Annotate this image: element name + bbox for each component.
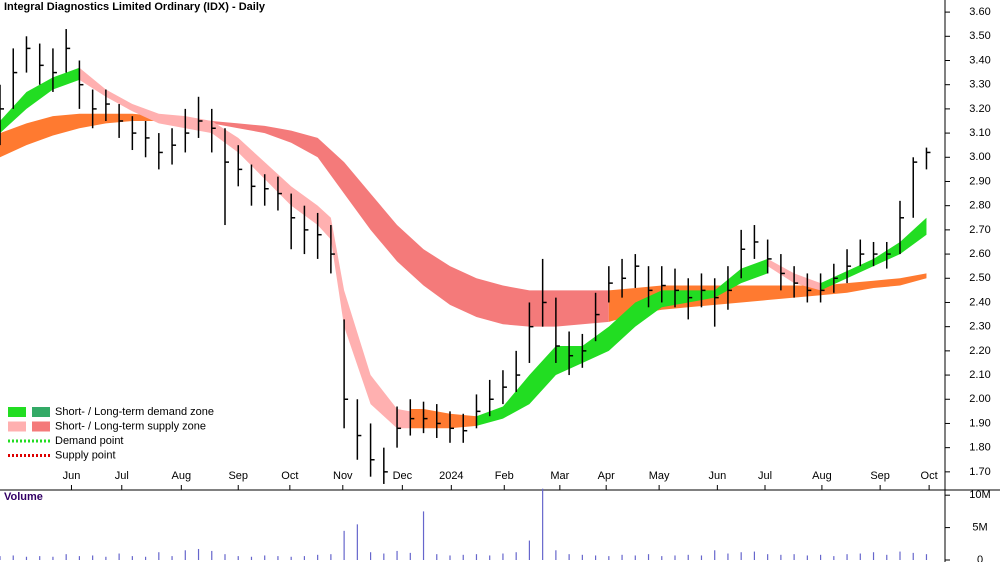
y-tick-label: 3.60	[969, 6, 990, 18]
zone	[476, 258, 768, 426]
x-tick-label: Sep	[870, 470, 890, 482]
y-tick-label: 3.40	[969, 54, 990, 66]
y-tick-label: 3.50	[969, 30, 990, 42]
zone	[410, 408, 477, 429]
y-tick-label: 2.10	[969, 369, 990, 381]
zone	[211, 120, 609, 327]
y-tick-label: 1.90	[969, 417, 990, 429]
x-tick-label: Oct	[281, 470, 298, 482]
x-tick-label: Oct	[921, 470, 938, 482]
y-tick-label: 3.30	[969, 79, 990, 91]
x-tick-label: Jul	[115, 470, 129, 482]
x-tick-label: Apr	[598, 470, 615, 482]
legend-swatch	[8, 407, 26, 417]
y-tick-label: 3.20	[969, 103, 990, 115]
legend-label: Demand point	[55, 435, 124, 447]
y-tick-label: 10M	[969, 489, 990, 501]
x-tick-label: Feb	[495, 470, 514, 482]
legend-label: Short- / Long-term supply zone	[55, 420, 206, 432]
y-tick-label: 3.00	[969, 151, 990, 163]
x-tick-label: Sep	[228, 470, 248, 482]
y-tick-label: 2.40	[969, 296, 990, 308]
x-tick-label: Jun	[63, 470, 81, 482]
y-tick-label: 0	[977, 554, 983, 562]
chart-title: Integral Diagnostics Limited Ordinary (I…	[4, 1, 266, 13]
x-tick-label: Jul	[758, 470, 772, 482]
volume-title: Volume	[4, 491, 43, 503]
x-tick-label: Aug	[172, 470, 192, 482]
x-tick-label: 2024	[439, 470, 463, 482]
y-tick-label: 2.20	[969, 345, 990, 357]
zone	[0, 113, 212, 158]
y-tick-label: 2.70	[969, 224, 990, 236]
zone	[79, 67, 411, 429]
y-tick-label: 2.50	[969, 272, 990, 284]
y-tick-label: 2.30	[969, 321, 990, 333]
x-tick-label: Mar	[550, 470, 569, 482]
y-tick-label: 2.80	[969, 200, 990, 212]
legend-swatch	[8, 421, 26, 432]
y-tick-label: 5M	[972, 521, 987, 533]
y-tick-label: 1.80	[969, 442, 990, 454]
legend-swatch	[32, 407, 50, 417]
x-tick-label: Nov	[333, 470, 353, 482]
legend-label: Short- / Long-term demand zone	[55, 406, 214, 418]
x-tick-label: May	[649, 470, 670, 482]
y-tick-label: 2.00	[969, 393, 990, 405]
legend-swatch	[32, 421, 50, 432]
y-tick-label: 3.10	[969, 127, 990, 139]
zone	[0, 67, 80, 134]
x-tick-label: Dec	[393, 470, 413, 482]
x-tick-label: Jun	[708, 470, 726, 482]
x-tick-label: Aug	[812, 470, 832, 482]
y-tick-label: 1.70	[969, 466, 990, 478]
y-tick-label: 2.90	[969, 175, 990, 187]
y-tick-label: 2.60	[969, 248, 990, 260]
legend-label: Supply point	[55, 449, 116, 461]
